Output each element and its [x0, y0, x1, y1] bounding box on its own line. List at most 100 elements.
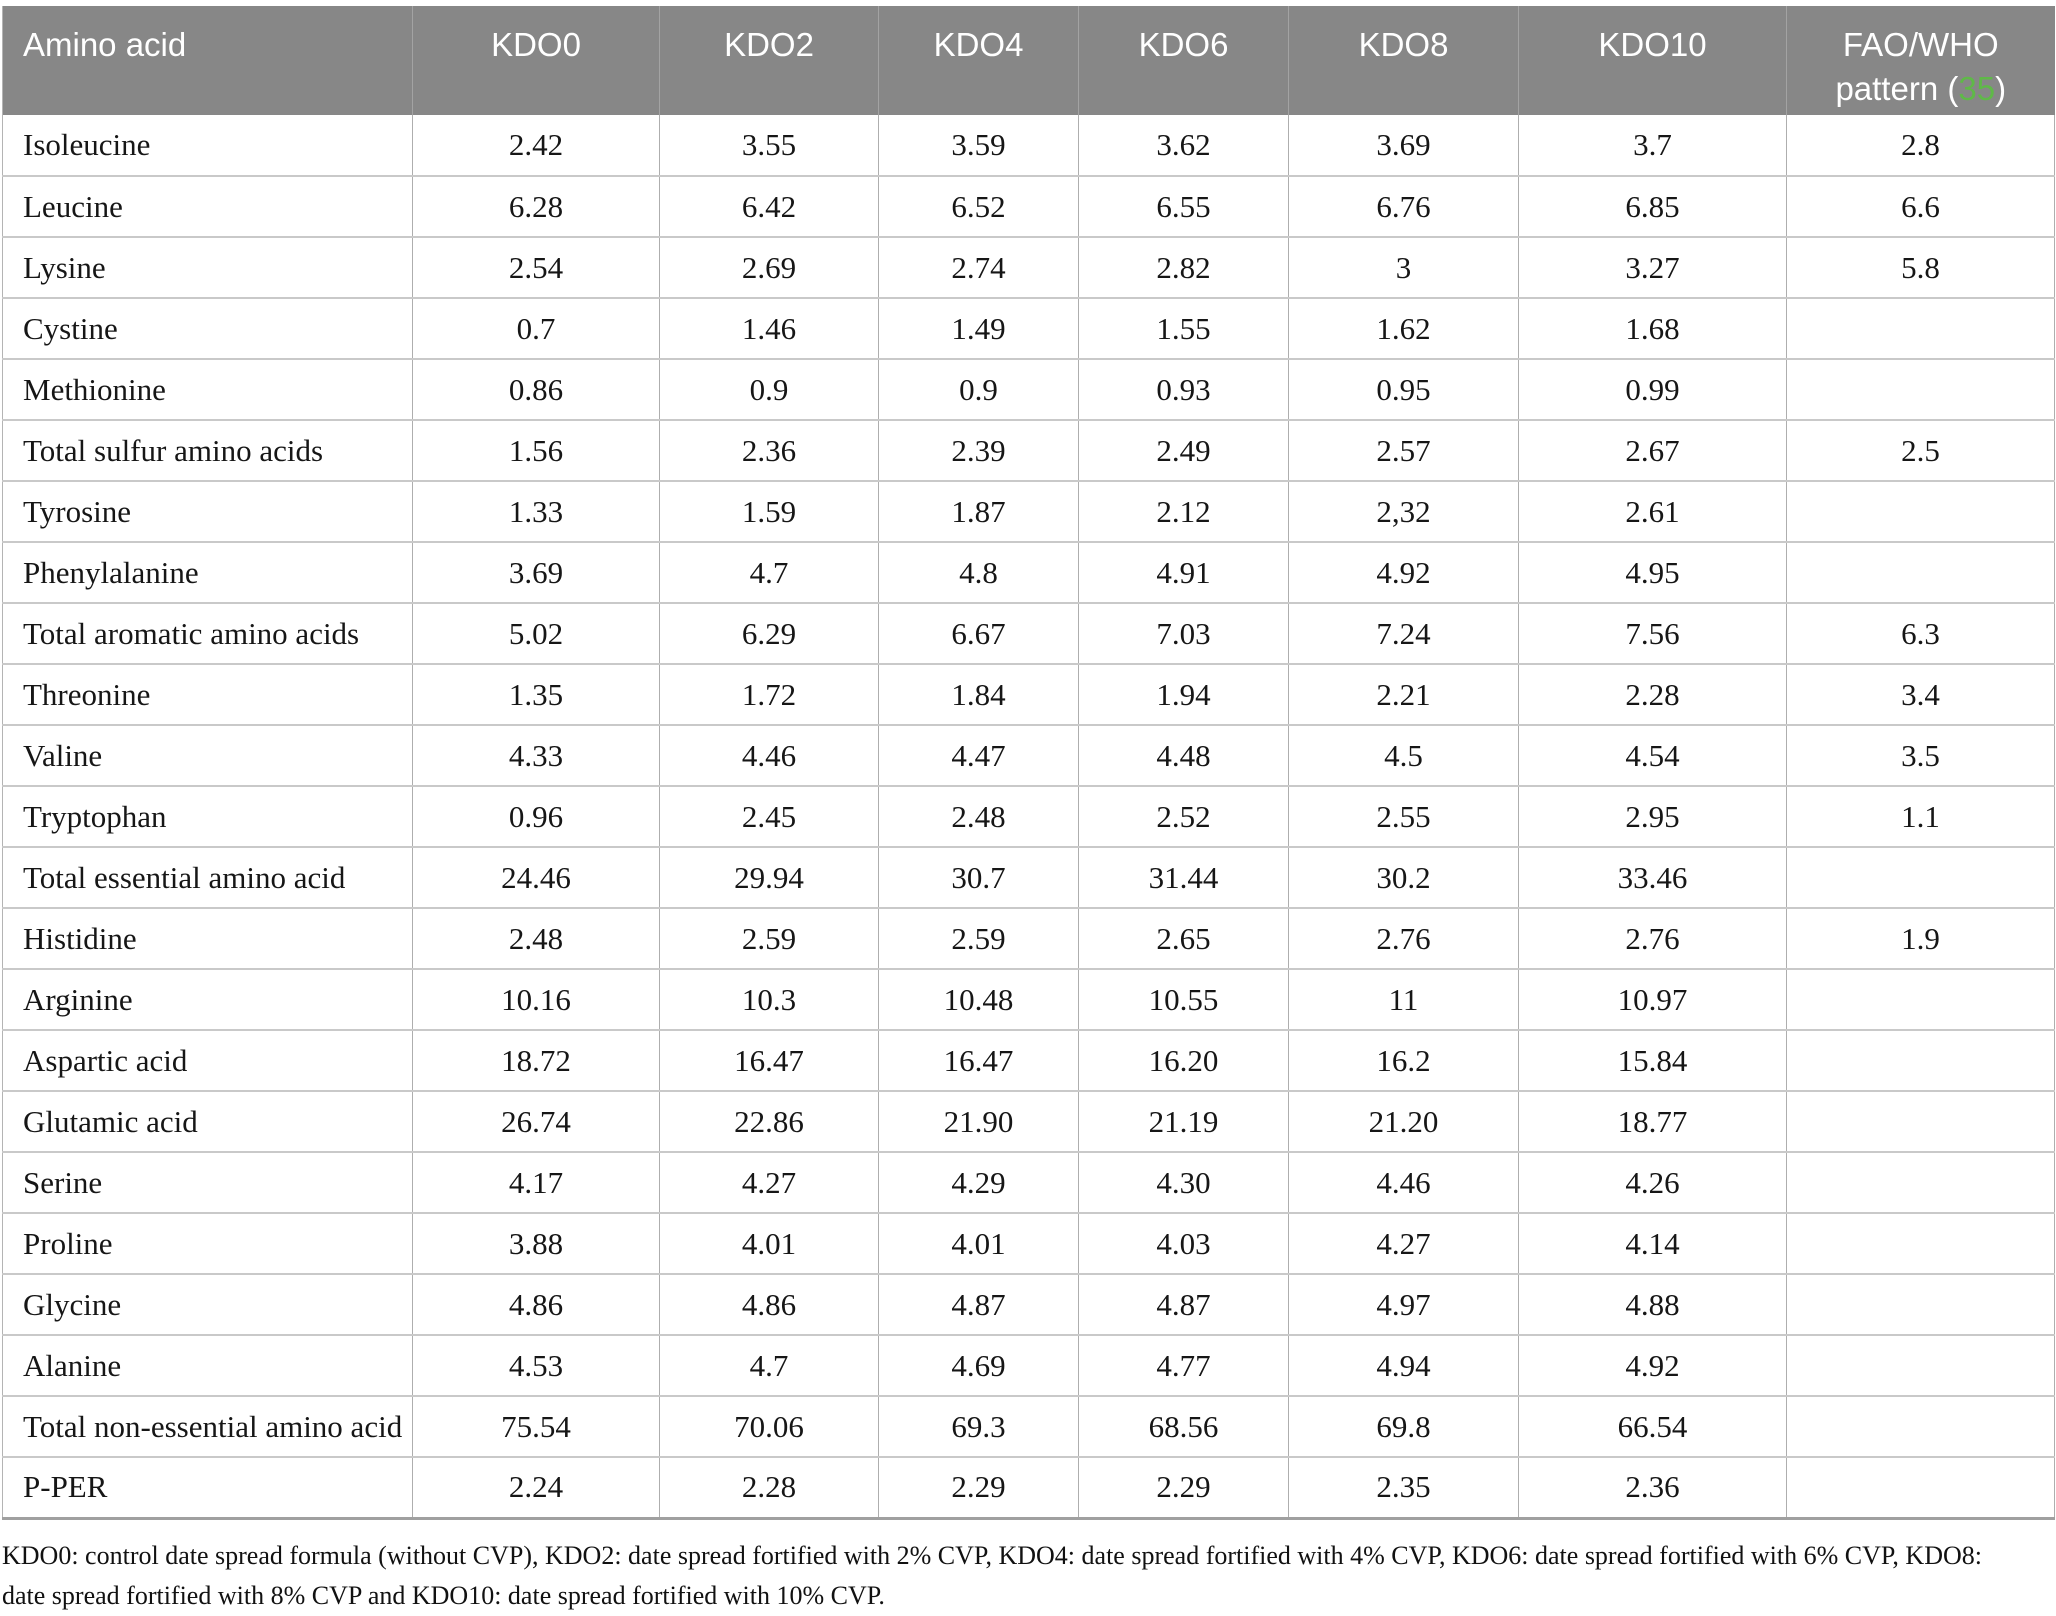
cell-value: 4.46 — [659, 725, 879, 787]
cell-value: 2.24 — [412, 1457, 660, 1520]
cell-value: 6.6 — [1786, 176, 2055, 238]
table-row: Isoleucine 2.42 3.55 3.59 3.62 3.69 3.7 2.8 — [2, 115, 2055, 177]
table-row: Glycine 4.86 4.86 4.87 4.87 4.97 4.88 — [2, 1274, 2055, 1336]
cell-value: 2.61 — [1518, 481, 1787, 543]
row-label: Proline — [2, 1213, 413, 1275]
cell-value: 1.62 — [1288, 298, 1519, 360]
cell-value: 2.59 — [659, 908, 879, 970]
table-row: Cystine 0.7 1.46 1.49 1.55 1.62 1.68 — [2, 298, 2055, 360]
cell-value: 18.77 — [1518, 1091, 1787, 1153]
column-header-amino-acid: Amino acid — [2, 6, 413, 115]
table-row: Serine 4.17 4.27 4.29 4.30 4.46 4.26 — [2, 1152, 2055, 1214]
cell-value: 0.9 — [659, 359, 879, 421]
cell-value: 3.69 — [412, 542, 660, 604]
cell-value: 6.85 — [1518, 176, 1787, 238]
cell-value: 16.20 — [1078, 1030, 1289, 1092]
table-row: Leucine 6.28 6.42 6.52 6.55 6.76 6.85 6.6 — [2, 176, 2055, 238]
cell-value — [1786, 359, 2055, 421]
cell-value — [1786, 1091, 2055, 1153]
cell-value: 70.06 — [659, 1396, 879, 1458]
row-label: Isoleucine — [2, 115, 413, 177]
cell-value: 1.87 — [878, 481, 1079, 543]
cell-value: 4.27 — [659, 1152, 879, 1214]
table-row: Histidine 2.48 2.59 2.59 2.65 2.76 2.76 1.9 — [2, 908, 2055, 970]
cell-value: 69.3 — [878, 1396, 1079, 1458]
table-row: Methionine 0.86 0.9 0.9 0.93 0.95 0.99 — [2, 359, 2055, 421]
cell-value: 2.29 — [878, 1457, 1079, 1520]
cell-value: 4.14 — [1518, 1213, 1787, 1275]
table-row: Total sulfur amino acids 1.56 2.36 2.39 2.49… — [2, 420, 2055, 482]
table-body: Isoleucine 2.42 3.55 3.59 3.62 3.69 3.7 2.8 Leuc… — [2, 115, 2055, 1520]
cell-value: 4.53 — [412, 1335, 660, 1397]
cell-value: 6.3 — [1786, 603, 2055, 665]
cell-value — [1786, 847, 2055, 909]
cell-value: 4.97 — [1288, 1274, 1519, 1336]
cell-value: 10.3 — [659, 969, 879, 1031]
footnote-line-1: KDO0: control date spread formula (witho… — [2, 1540, 1982, 1570]
cell-value: 10.16 — [412, 969, 660, 1031]
cell-value: 6.52 — [878, 176, 1079, 238]
cell-value: 4.87 — [1078, 1274, 1289, 1336]
row-label: Aspartic acid — [2, 1030, 413, 1092]
cell-value: 21.20 — [1288, 1091, 1519, 1153]
column-header-kdo8: KDO8 — [1288, 6, 1519, 115]
cell-value — [1786, 969, 2055, 1031]
cell-value: 2.35 — [1288, 1457, 1519, 1520]
row-label: Cystine — [2, 298, 413, 360]
cell-value: 4.95 — [1518, 542, 1787, 604]
table-container: Amino acid KDO0 KDO2 KDO4 KDO6 KDO8 KDO1… — [2, 6, 2055, 1520]
cell-value: 1.84 — [878, 664, 1079, 726]
cell-value: 2.28 — [1518, 664, 1787, 726]
cell-value: 5.8 — [1786, 237, 2055, 299]
cell-value: 2.76 — [1518, 908, 1787, 970]
cell-value: 75.54 — [412, 1396, 660, 1458]
cell-value: 4.5 — [1288, 725, 1519, 787]
cell-value: 3.7 — [1518, 115, 1787, 177]
cell-value: 2.45 — [659, 786, 879, 848]
cell-value: 16.47 — [659, 1030, 879, 1092]
cell-value: 2.95 — [1518, 786, 1787, 848]
cell-value: 10.55 — [1078, 969, 1289, 1031]
cell-value: 6.28 — [412, 176, 660, 238]
cell-value: 3.4 — [1786, 664, 2055, 726]
row-label: Methionine — [2, 359, 413, 421]
header-row: Amino acid KDO0 KDO2 KDO4 KDO6 KDO8 KDO1… — [2, 6, 2055, 115]
column-header-kdo2: KDO2 — [659, 6, 879, 115]
cell-value: 4.33 — [412, 725, 660, 787]
citation-link-35[interactable]: 35 — [1958, 69, 1996, 107]
cell-value: 7.24 — [1288, 603, 1519, 665]
column-header-kdo4: KDO4 — [878, 6, 1079, 115]
row-label: Total non-essential amino acid — [2, 1396, 413, 1458]
cell-value: 4.91 — [1078, 542, 1289, 604]
row-label: Phenylalanine — [2, 542, 413, 604]
cell-value: 7.03 — [1078, 603, 1289, 665]
row-label: Total essential amino acid — [2, 847, 413, 909]
cell-value: 4.48 — [1078, 725, 1289, 787]
cell-value: 4.86 — [659, 1274, 879, 1336]
cell-value: 4.29 — [878, 1152, 1079, 1214]
table-row: Threonine 1.35 1.72 1.84 1.94 2.21 2.28 3.4 — [2, 664, 2055, 726]
cell-value: 2.8 — [1786, 115, 2055, 177]
cell-value: 0.86 — [412, 359, 660, 421]
cell-value: 6.67 — [878, 603, 1079, 665]
cell-value: 1.9 — [1786, 908, 2055, 970]
cell-value: 3.27 — [1518, 237, 1787, 299]
cell-value: 4.77 — [1078, 1335, 1289, 1397]
cell-value: 4.46 — [1288, 1152, 1519, 1214]
cell-value: 2.59 — [878, 908, 1079, 970]
cell-value: 0.93 — [1078, 359, 1289, 421]
cell-value: 0.7 — [412, 298, 660, 360]
cell-value — [1786, 542, 2055, 604]
cell-value: 4.01 — [659, 1213, 879, 1275]
cell-value: 4.03 — [1078, 1213, 1289, 1275]
table-row: Proline 3.88 4.01 4.01 4.03 4.27 4.14 — [2, 1213, 2055, 1275]
cell-value: 0.99 — [1518, 359, 1787, 421]
cell-value: 66.54 — [1518, 1396, 1787, 1458]
cell-value: 30.7 — [878, 847, 1079, 909]
cell-value: 0.9 — [878, 359, 1079, 421]
fao-who-line1: FAO/WHO — [1842, 26, 1999, 63]
cell-value: 4.92 — [1518, 1335, 1787, 1397]
row-label: Glycine — [2, 1274, 413, 1336]
cell-value: 1.35 — [412, 664, 660, 726]
